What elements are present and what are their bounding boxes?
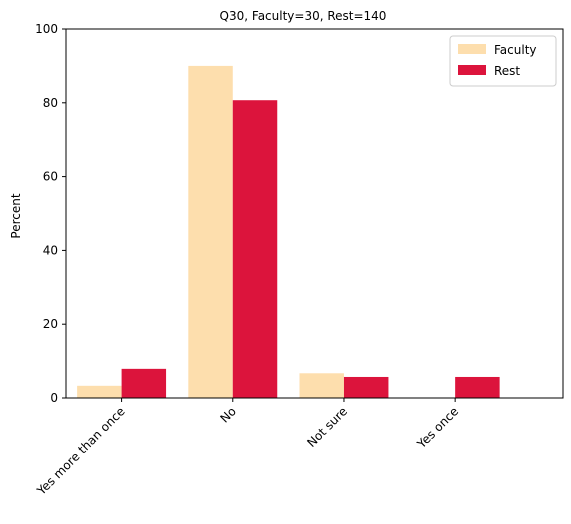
x-axis-ticks: Yes more than once No Not sure Yes once: [34, 398, 462, 498]
bar-faculty: [299, 373, 343, 398]
y-tick-label: 0: [50, 391, 58, 405]
y-axis-label: Percent: [9, 193, 23, 238]
legend-label: Faculty: [494, 43, 537, 57]
legend-swatch: [458, 65, 486, 75]
y-tick-label: 60: [43, 170, 58, 184]
legend-label: Rest: [494, 64, 520, 78]
chart-title: Q30, Faculty=30, Rest=140: [220, 9, 387, 23]
bars: [77, 66, 500, 398]
bar-rest: [455, 377, 499, 398]
legend: Faculty Rest: [450, 36, 556, 86]
y-tick-label: 20: [43, 317, 58, 331]
bar-faculty: [77, 386, 121, 398]
bar-rest: [344, 377, 388, 398]
legend-swatch: [458, 44, 486, 54]
y-tick-label: 40: [43, 243, 58, 257]
y-tick-label: 80: [43, 96, 58, 110]
bar-rest: [233, 100, 277, 398]
x-tick-label: Not sure: [304, 404, 350, 450]
bar-rest: [122, 369, 166, 398]
x-tick-label: No: [217, 404, 238, 425]
y-axis-ticks: 0 20 40 60 80 100: [35, 22, 66, 405]
x-tick-label: Yes more than once: [34, 404, 128, 498]
bar-faculty: [188, 66, 232, 398]
y-tick-label: 100: [35, 22, 58, 36]
x-tick-label: Yes once: [414, 404, 461, 451]
